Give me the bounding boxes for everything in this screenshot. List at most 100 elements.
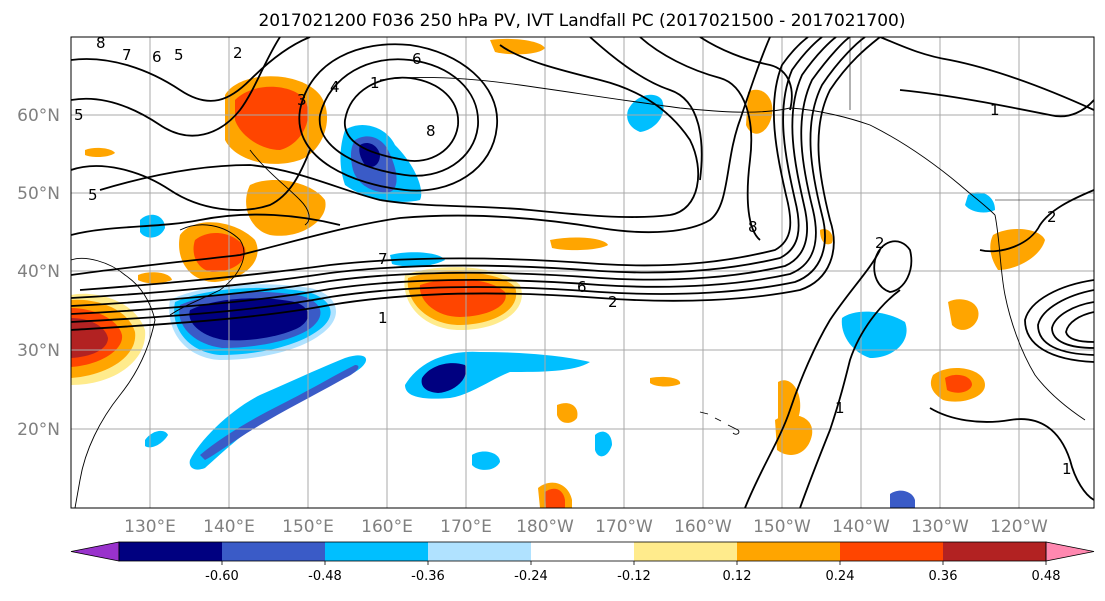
contour-label: 4	[330, 78, 340, 96]
colorbar-segment	[840, 542, 943, 561]
colorbar-tick-label: 0.48	[1032, 569, 1061, 584]
colorbar-segment	[737, 542, 840, 561]
positive-anomaly	[990, 228, 1045, 270]
positive-anomaly	[85, 147, 115, 158]
lon-label: 130°E	[124, 517, 176, 537]
colorbar-extend-max	[1045, 541, 1095, 562]
negative-anomaly	[472, 451, 500, 470]
pv-contour	[589, 37, 703, 181]
negative-anomaly	[841, 311, 907, 358]
colorbar-segment	[531, 542, 634, 561]
colorbar-tick-label: -0.24	[514, 569, 548, 584]
longitude-labels: 130°E 140°E 150°E 160°E 170°E 180°W 170°…	[124, 517, 1048, 537]
lon-label: 150°W	[753, 517, 811, 537]
contour-label: 1	[378, 309, 388, 327]
pv-contour-high	[1051, 301, 1094, 349]
negative-anomaly	[890, 490, 915, 508]
contour-label: 7	[122, 46, 132, 64]
pv-contour	[71, 37, 311, 102]
positive-anomaly-core	[235, 86, 309, 150]
colorbar-tick-label: -0.36	[411, 569, 445, 584]
lat-label: 40°N	[17, 262, 60, 282]
pv-contour-high	[1037, 289, 1094, 356]
pv-contour	[71, 149, 311, 211]
colorbar-extend-min	[70, 541, 120, 562]
pv-contour	[71, 37, 837, 307]
contour-label: 1	[835, 399, 845, 417]
lon-label: 160°W	[674, 517, 732, 537]
coastline-west-coast	[994, 214, 1086, 421]
positive-anomaly	[138, 272, 172, 284]
positive-anomaly-core	[945, 374, 972, 393]
negative-anomaly	[145, 430, 168, 448]
positive-anomaly-core	[193, 233, 246, 272]
colorbar-tick-label: 0.36	[929, 569, 958, 584]
pv-contour	[744, 249, 881, 508]
contour-label: 3	[297, 91, 307, 109]
pv-contour	[71, 37, 823, 299]
positive-anomaly	[550, 237, 608, 251]
colorbar-segment	[428, 542, 531, 561]
pv-contour	[799, 289, 901, 508]
lon-label: 180°W	[516, 517, 574, 537]
positive-anomaly	[650, 376, 681, 387]
lon-label: 120°W	[990, 517, 1048, 537]
pv-contour	[979, 189, 1094, 253]
positive-anomaly-core	[545, 488, 565, 508]
colorbar: -0.60 -0.48 -0.36 -0.24 -0.12 0.12 0.24 0.36 0.4…	[70, 541, 1095, 584]
colorbar-segment	[634, 542, 737, 561]
pv-contour-high	[1024, 279, 1094, 363]
negative-anomaly	[965, 192, 995, 213]
contour-label: 2	[608, 293, 618, 311]
contour-labels: 8 7 6 5 2 3 4 1 6 8 5 5 7 6 1 2 8 2 1 2 …	[74, 34, 1072, 478]
negative-anomaly-min	[421, 363, 466, 393]
figure-title: 2017021200 F036 250 hPa PV, IVT Landfall…	[258, 11, 905, 31]
contour-label: 6	[577, 278, 587, 296]
colorbar-segment	[325, 542, 428, 561]
colorbar-tick-label: -0.48	[308, 569, 342, 584]
pv-contour	[71, 37, 851, 315]
coastline-japan	[169, 224, 245, 316]
positive-anomaly	[820, 229, 833, 245]
positive-anomaly	[948, 299, 979, 330]
coastline-alaska	[379, 77, 996, 216]
colorbar-tick-label: 0.12	[723, 569, 752, 584]
pv-contour	[899, 89, 1094, 118]
pv-contour	[71, 37, 866, 323]
lon-label: 160°E	[361, 517, 413, 537]
contour-label: 1	[990, 101, 1000, 119]
colorbar-outline	[118, 541, 1047, 562]
negative-anomaly-min	[189, 298, 309, 341]
negative-anomaly	[200, 365, 359, 460]
pv-contour	[71, 37, 281, 137]
lat-label: 30°N	[17, 341, 60, 361]
lon-label: 140°W	[832, 517, 890, 537]
contour-label: 5	[74, 106, 84, 124]
lat-label: 20°N	[17, 420, 60, 440]
contour-label: 8	[426, 122, 436, 140]
lon-label: 130°W	[911, 517, 969, 537]
lon-label: 140°E	[203, 517, 255, 537]
positive-anomaly	[246, 180, 326, 236]
contour-label: 1	[370, 74, 380, 92]
contour-label: 5	[88, 186, 98, 204]
lon-label: 170°E	[440, 517, 492, 537]
map-frame	[70, 36, 1095, 509]
contour-label: 6	[152, 48, 162, 66]
lon-label: 170°W	[595, 517, 653, 537]
pv-contour-high	[1065, 311, 1094, 343]
pv-contour	[71, 37, 771, 276]
lat-label: 60°N	[17, 106, 60, 126]
pv-contour	[879, 37, 1094, 111]
contour-label: 8	[96, 34, 106, 52]
colorbar-segment	[222, 542, 325, 561]
pv-contour	[639, 37, 761, 241]
pv-contour	[79, 37, 809, 291]
colorbar-tick-label: 0.24	[826, 569, 855, 584]
contour-label: 7	[378, 250, 388, 268]
contour-label: 2	[233, 44, 243, 62]
pv-contour-low	[298, 43, 498, 192]
colorbar-tick-label: -0.60	[205, 569, 239, 584]
positive-anomaly	[778, 380, 801, 427]
